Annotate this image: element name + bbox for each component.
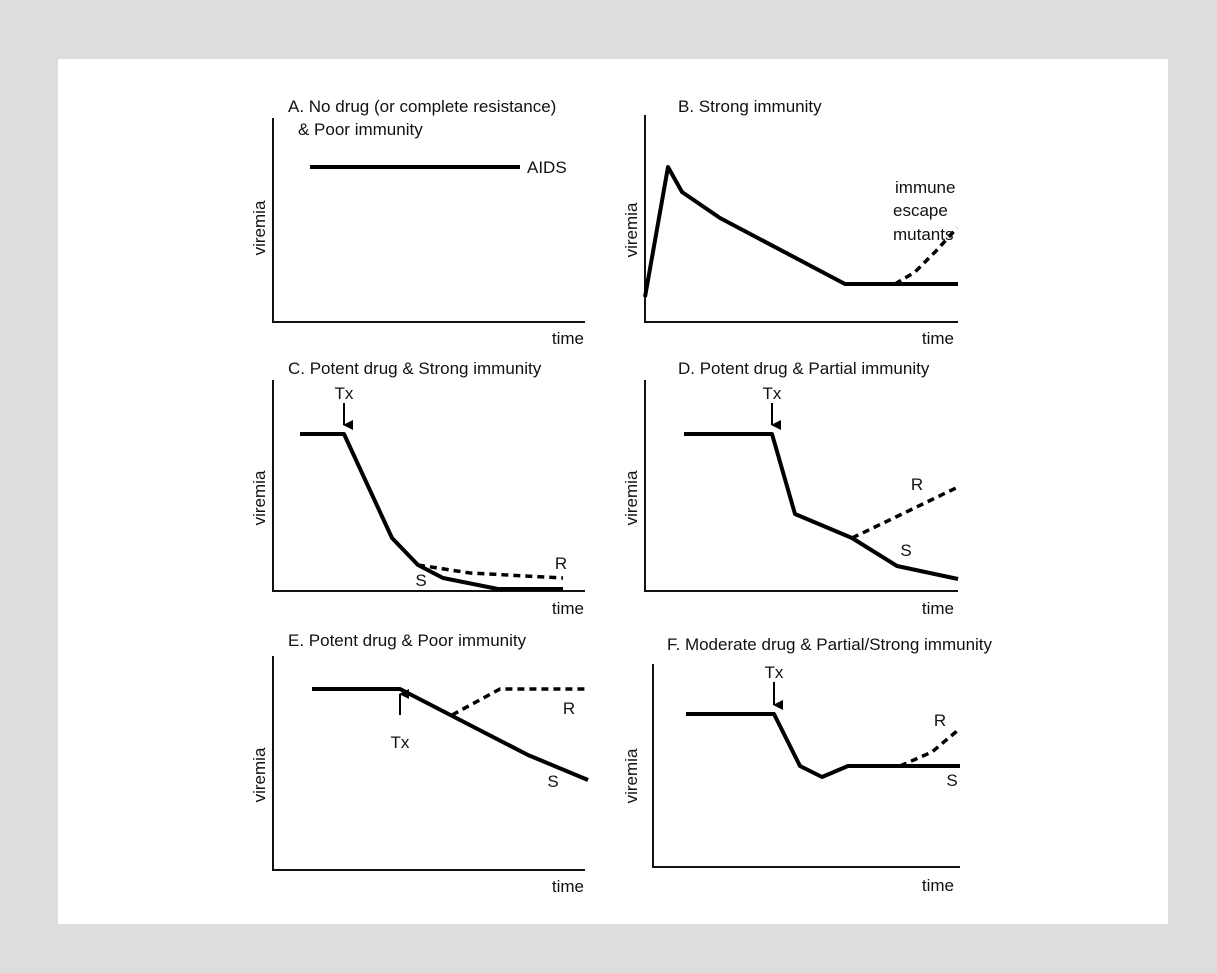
panel-b-note-line3: mutants [893,225,953,244]
panel-f-s-curve [686,712,960,779]
panel-b-xlabel: time [922,329,954,348]
panel-d-s-label: S [900,541,911,560]
panel-c-r-curve [417,563,564,580]
panel-f-xlabel: time [922,876,954,895]
panel-b-note-line2: escape [893,201,948,220]
panel-f: F. Moderate drug & Partial/Strong immuni… [622,635,993,895]
panel-f-r-curve [899,729,959,768]
panel-e-ylabel: viremia [250,747,269,802]
panel-f-r-label: R [934,711,946,730]
panel-a: A. No drug (or complete resistance) & Po… [250,97,585,348]
panel-d-r-curve [851,485,959,540]
panel-a-ylabel: viremia [250,200,269,255]
panel-d-ylabel: viremia [622,470,641,525]
panel-e-r-curve [451,687,588,717]
panel-e-title: E. Potent drug & Poor immunity [288,631,527,650]
panel-a-xlabel: time [552,329,584,348]
panel-a-title-line1: A. No drug (or complete resistance) [288,97,556,116]
panel-d-xlabel: time [922,599,954,618]
panel-b-ylabel: viremia [622,202,641,257]
panel-c-xlabel: time [552,599,584,618]
panel-f-s-label: S [946,771,957,790]
panel-e-s-label: S [547,772,558,791]
panel-e-axes [272,656,585,871]
panel-d: D. Potent drug & Partial immunity viremi… [622,359,959,618]
panel-c-ylabel: viremia [250,470,269,525]
panel-d-r-label: R [911,475,923,494]
panel-c: C. Potent drug & Strong immunity viremia… [250,359,585,618]
panel-b: B. Strong immunity viremia time immune e… [622,97,959,348]
panel-d-tx-label: Tx [763,384,782,403]
panel-d-title: D. Potent drug & Partial immunity [678,359,930,378]
panel-c-axes [272,380,585,592]
panel-d-s-curve [684,432,959,581]
panel-a-aids-label: AIDS [527,158,567,177]
panel-c-tx-label: Tx [335,384,354,403]
panel-a-axes [272,118,585,323]
panel-d-axes [644,380,958,592]
panel-b-curve [643,165,958,298]
panel-f-tx-label: Tx [765,663,784,682]
panel-f-title: F. Moderate drug & Partial/Strong immuni… [667,635,993,654]
panel-e-r-label: R [563,699,575,718]
panel-e-tx-label: Tx [391,733,410,752]
panel-b-axes [644,115,958,323]
panel-f-ylabel: viremia [622,748,641,803]
panel-e-xlabel: time [552,877,584,896]
panel-f-axes [652,664,960,868]
panel-c-title: C. Potent drug & Strong immunity [288,359,542,378]
panel-c-r-label: R [555,554,567,573]
panel-b-escape-curve [894,226,959,286]
panel-e: E. Potent drug & Poor immunity viremia t… [250,631,589,896]
panel-b-note-line1: immune [895,178,955,197]
panel-c-s-label: S [415,571,426,590]
panel-e-s-curve [312,687,589,782]
figure-card [58,59,1168,924]
panel-b-title: B. Strong immunity [678,97,822,116]
panel-a-title-line2: & Poor immunity [298,120,423,139]
